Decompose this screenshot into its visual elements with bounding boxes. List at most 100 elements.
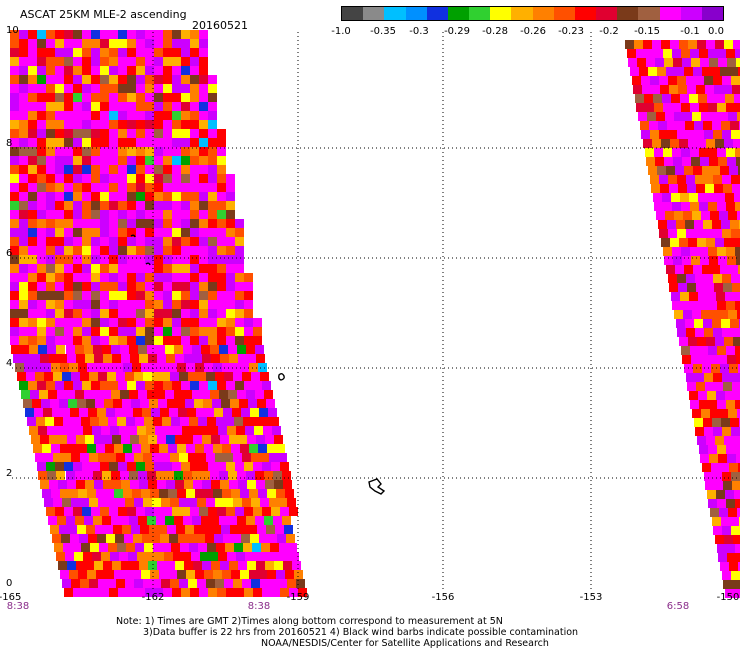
swath-cell bbox=[262, 507, 271, 516]
swath-cell bbox=[731, 76, 740, 85]
swath-cell bbox=[136, 84, 145, 93]
swath-cell bbox=[46, 111, 55, 120]
swath-cell bbox=[147, 471, 156, 480]
swath-cell bbox=[82, 30, 91, 39]
swath-cell bbox=[101, 426, 110, 435]
swath-cell bbox=[28, 300, 37, 309]
swath-cell bbox=[55, 57, 64, 66]
swath-cell bbox=[713, 427, 722, 436]
swath-cell bbox=[153, 543, 162, 552]
swath-cell bbox=[690, 103, 699, 112]
swath-cell bbox=[145, 30, 154, 39]
swath-cell bbox=[118, 192, 127, 201]
swath-cell bbox=[118, 165, 127, 174]
swath-cell bbox=[215, 453, 224, 462]
swath-cell bbox=[722, 427, 731, 436]
swath-cell bbox=[668, 76, 677, 85]
colorbar-segment bbox=[574, 7, 597, 20]
swath-cell bbox=[703, 319, 712, 328]
swath-cell bbox=[261, 543, 270, 552]
swath-cell bbox=[712, 319, 721, 328]
swath-cell bbox=[208, 174, 217, 183]
swath-cell bbox=[69, 570, 78, 579]
swath-cell bbox=[100, 183, 109, 192]
swath-cell bbox=[109, 228, 118, 237]
swath-cell bbox=[199, 120, 208, 129]
swath-cell bbox=[254, 426, 263, 435]
swath-cell bbox=[189, 543, 198, 552]
swath-cell bbox=[208, 273, 217, 282]
swath-cell bbox=[75, 345, 84, 354]
swath-cell bbox=[292, 561, 301, 570]
swath-cell bbox=[130, 480, 139, 489]
swath-cell bbox=[181, 300, 190, 309]
swath-cell bbox=[175, 435, 184, 444]
swath-cell bbox=[113, 525, 122, 534]
swath-cell bbox=[713, 274, 722, 283]
swath-cell bbox=[55, 381, 64, 390]
swath-cell bbox=[722, 571, 731, 580]
swath-cell bbox=[107, 453, 116, 462]
swath-cell bbox=[183, 471, 192, 480]
swath-cell bbox=[43, 408, 52, 417]
swath-cell bbox=[641, 76, 650, 85]
swath-cell bbox=[85, 561, 94, 570]
swath-cell bbox=[154, 129, 163, 138]
swath-cell bbox=[201, 390, 210, 399]
swath-cell bbox=[46, 48, 55, 57]
swath-cell bbox=[49, 480, 58, 489]
swath-cell bbox=[651, 85, 660, 94]
swath-cell bbox=[276, 444, 285, 453]
swath-cell bbox=[53, 498, 62, 507]
swath-cell bbox=[55, 507, 64, 516]
swath-cell bbox=[127, 327, 136, 336]
swath-cell bbox=[59, 399, 68, 408]
swath-cell bbox=[190, 300, 199, 309]
swath-cell bbox=[163, 588, 172, 597]
swath-cell bbox=[190, 255, 199, 264]
swath-cell bbox=[289, 507, 298, 516]
swath-cell bbox=[651, 184, 660, 193]
swath-cell bbox=[725, 94, 734, 103]
swath-cell bbox=[91, 174, 100, 183]
swath-cell bbox=[84, 345, 93, 354]
swath-cell bbox=[47, 471, 56, 480]
swath-cell bbox=[82, 84, 91, 93]
swath-cell bbox=[199, 192, 208, 201]
swath-cell bbox=[163, 66, 172, 75]
swath-cell bbox=[136, 129, 145, 138]
swath-cell bbox=[82, 282, 91, 291]
swath-cell bbox=[82, 462, 91, 471]
swath-cell bbox=[28, 156, 37, 165]
swath-cell bbox=[663, 49, 672, 58]
swath-cell bbox=[93, 516, 102, 525]
swath-cell bbox=[73, 273, 82, 282]
swath-cell bbox=[64, 228, 73, 237]
swath-cell bbox=[55, 147, 64, 156]
swath-cell bbox=[731, 427, 740, 436]
swath-cell bbox=[28, 111, 37, 120]
swath-cell bbox=[184, 480, 193, 489]
swath-cell bbox=[680, 193, 689, 202]
swath-cell bbox=[15, 363, 24, 372]
swath-cell bbox=[58, 354, 67, 363]
swath-cell bbox=[717, 49, 726, 58]
swath-cell bbox=[19, 264, 28, 273]
swath-cell bbox=[734, 589, 740, 598]
swath-cell bbox=[637, 58, 646, 67]
swath-cell bbox=[73, 219, 82, 228]
swath-cell bbox=[150, 570, 159, 579]
swath-cell bbox=[66, 516, 75, 525]
swath-cell bbox=[70, 534, 79, 543]
swath-cell bbox=[76, 354, 85, 363]
swath-cell bbox=[738, 463, 740, 472]
swath-cell bbox=[713, 373, 722, 382]
swath-cell bbox=[163, 291, 172, 300]
swath-cell bbox=[46, 30, 55, 39]
swath-cell bbox=[127, 165, 136, 174]
swath-cell bbox=[698, 94, 707, 103]
swath-cell bbox=[199, 75, 208, 84]
swath-cell bbox=[19, 30, 28, 39]
swath-cell bbox=[109, 336, 118, 345]
swath-cell bbox=[55, 264, 64, 273]
